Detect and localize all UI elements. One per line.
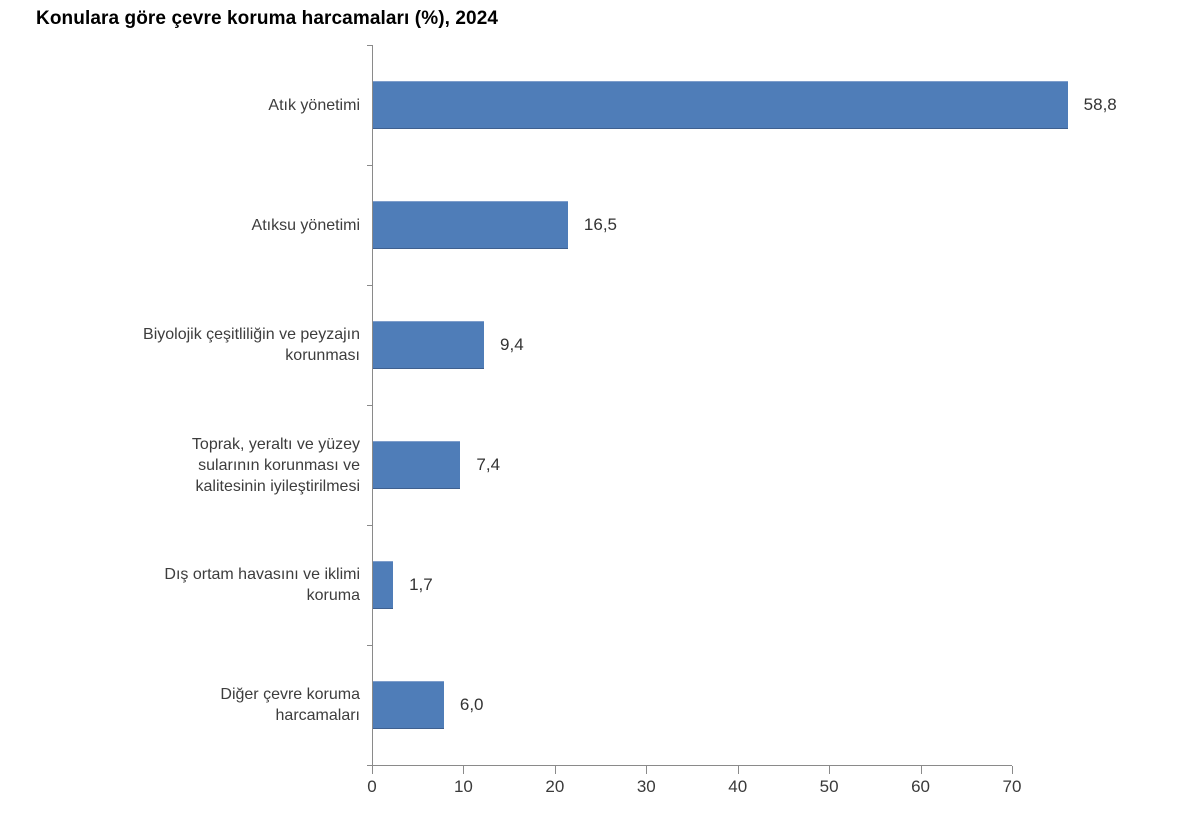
bar-row: Atık yönetimi 58,8	[0, 45, 1200, 166]
value-label: 1,7	[409, 575, 433, 594]
x-axis-tick-label: 40	[728, 777, 748, 796]
category-label: Toprak, yeraltı ve yüzey sularının korunm…	[191, 435, 360, 495]
bar	[373, 561, 394, 609]
category-label: Atıksu yönetimi	[251, 216, 360, 234]
value-label: 9,4	[500, 335, 524, 354]
bar	[373, 681, 444, 729]
x-axis-tick-label: 0	[367, 777, 377, 796]
x-axis-tick	[646, 766, 648, 774]
value-label: 6,0	[459, 695, 484, 714]
y-axis-tick	[367, 765, 373, 766]
y-axis-tick	[367, 285, 373, 286]
x-axis-tick-label: 70	[1002, 777, 1022, 796]
y-axis-tick	[367, 165, 373, 166]
x-axis-tick	[372, 766, 373, 774]
bar	[373, 81, 1068, 129]
bar-track: 58,8	[367, 45, 1200, 166]
bar-track: 16,5	[367, 165, 1200, 286]
y-axis-tick	[367, 405, 373, 406]
category-label: Diğer çevre koruma harcamaları	[220, 686, 360, 724]
bar-track: 6,0	[367, 645, 1200, 766]
bar-row: Atıksu yönetimi 16,5	[0, 165, 1200, 286]
x-axis-tick	[737, 766, 739, 774]
category-label: Dış ortam havasını ve iklimi koruma	[164, 566, 360, 604]
bar-track: 1,7	[367, 525, 1200, 646]
x-axis-tick	[920, 766, 922, 774]
bar-row: Toprak, yeraltı ve yüzey sularının korunm…	[0, 405, 1200, 526]
bar-row: Dış ortam havasını ve iklimi koruma 1,7	[0, 525, 1200, 646]
x-axis-tick-label: 10	[453, 777, 473, 796]
value-label: 7,4	[476, 455, 501, 474]
y-axis-tick	[367, 645, 373, 646]
bar	[373, 441, 461, 489]
x-axis-tick	[463, 766, 465, 774]
x-axis-tick	[1012, 766, 1013, 774]
category-label: Biyolojik çeşitliliğin ve peyzajın korunm…	[143, 326, 360, 364]
x-axis-tick-label: 50	[819, 777, 839, 796]
x-axis-tick	[554, 766, 556, 774]
x-axis: 0 10 20 30 40 50 60 70	[367, 765, 1021, 805]
y-axis-tick	[367, 525, 373, 526]
value-label: 16,5	[583, 215, 618, 234]
plot-area: Atık yönetimi 58,8 Atıksu yönetimi 16,5 …	[0, 45, 1200, 766]
bar-track: 9,4	[367, 285, 1200, 406]
x-axis-tick-label: 30	[636, 777, 656, 796]
chart-title: Konulara göre çevre koruma harcamaları (…	[36, 8, 499, 29]
x-axis-tick-label: 20	[545, 777, 565, 796]
category-label: Atık yönetimi	[268, 96, 360, 114]
bar	[373, 321, 485, 369]
bar-row: Diğer çevre koruma harcamaları 6,0	[0, 645, 1200, 766]
bar-row: Biyolojik çeşitliliğin ve peyzajın korunm…	[0, 285, 1200, 406]
bar	[373, 201, 568, 249]
bar-track: 7,4	[367, 405, 1200, 526]
x-axis-tick	[829, 766, 831, 774]
x-axis-tick-label: 60	[911, 777, 931, 796]
value-label: 58,8	[1083, 95, 1117, 114]
